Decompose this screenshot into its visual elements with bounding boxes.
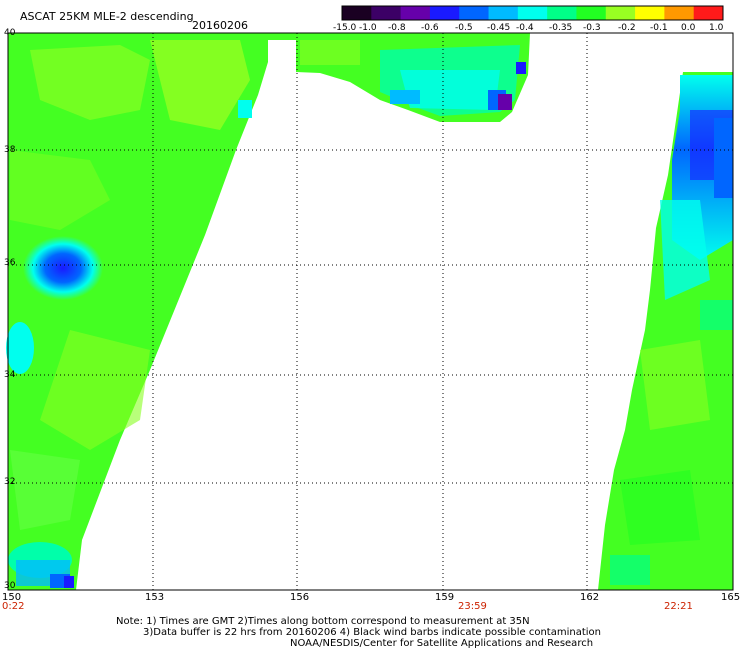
lat-label-36: 36 [4,258,16,268]
note-line-1: Note: 1) Times are GMT 2)Times along bot… [116,616,530,627]
colorbar-label: -0.45 [487,23,511,33]
colorbar-swatch [342,6,372,20]
colorbar-label: -0.5 [455,23,473,33]
colorbar-label: -0.4 [516,23,534,33]
colorbar-swatch [576,6,607,20]
colorbar-swatch [517,6,548,20]
time-left: 0:22 [2,601,25,612]
colorbar-swatch [635,6,665,20]
lon-label-159: 159 [435,592,455,603]
colorbar-label: -0.6 [421,23,439,33]
colorbar-swatch [605,6,636,20]
wind-map [6,32,734,591]
colorbar-label: -15.0 [333,23,357,33]
lon-label-156: 156 [290,592,310,603]
colorbar-swatch [371,6,402,20]
lat-label-40: 40 [4,28,16,38]
time-middle: 23:59 [458,601,487,612]
colorbar-label: -0.2 [618,23,636,33]
product-title: ASCAT 25KM MLE-2 descending [20,10,194,23]
lon-label-162: 162 [580,592,600,603]
colorbar-swatch [400,6,431,20]
colorbar-border [341,5,724,21]
note-line-2: 3)Data buffer is 22 hrs from 20160206 4)… [143,627,601,638]
lon-label-150: 150 [2,592,22,603]
lat-label-34: 34 [4,370,16,380]
colorbar-swatch [693,6,724,20]
lat-label-32: 32 [4,477,16,487]
graticule [8,33,733,590]
lat-label-30: 30 [4,581,16,591]
colorbar-label: -1.0 [359,23,377,33]
note-line-3: NOAA/NESDIS/Center for Satellite Applica… [290,638,594,649]
colorbar-swatch [429,6,460,20]
east-swath [598,72,733,590]
colorbar-label: 0.0 [681,23,696,33]
west-swath [6,33,268,590]
colorbar-swatch [664,6,695,20]
time-right: 22:21 [664,601,693,612]
colorbar-label: -0.3 [583,23,601,33]
colorbar-label: 1.0 [709,23,724,33]
colorbar-label: -0.35 [549,23,573,33]
colorbar-swatch [488,6,519,20]
north-swath [268,33,530,122]
lon-label-165: 165 [721,592,740,603]
colorbar-swatch [547,6,577,20]
lat-label-38: 38 [4,145,16,155]
lon-label-153: 153 [145,592,165,603]
map-frame [7,32,734,591]
colorbar-swatch [459,6,490,20]
colorbar [341,5,724,21]
colorbar-label: -0.1 [650,23,668,33]
product-date: 20160206 [192,19,248,32]
colorbar-label: -0.8 [388,23,406,33]
